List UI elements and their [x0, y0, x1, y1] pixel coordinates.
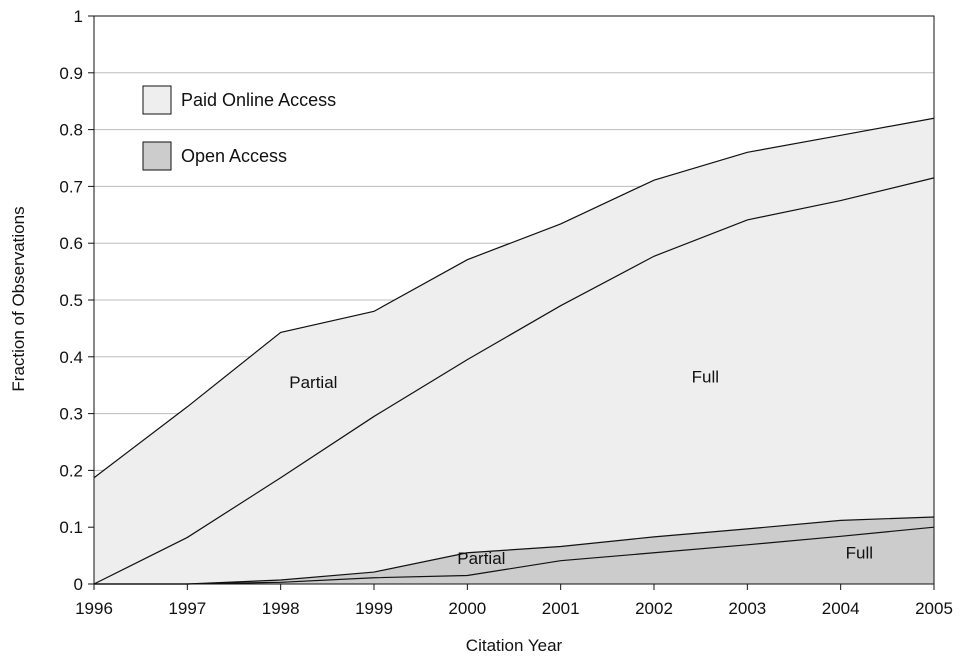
x-tick-label: 1997	[168, 599, 206, 618]
y-axis-title: Fraction of Observations	[9, 206, 28, 391]
legend-swatch-paid	[142, 85, 172, 115]
line-open-full	[94, 526, 935, 585]
legend: Paid Online Access Open Access	[142, 85, 336, 171]
x-tick-label: 1996	[75, 599, 113, 618]
x-axis-ticks: 1996 1997 1998 1999 2000 2001 2002 2003 2004 2005	[75, 584, 953, 618]
x-tick-label: 2000	[448, 599, 486, 618]
y-tick-label: 1	[74, 7, 83, 26]
y-tick-label: 0.8	[59, 121, 83, 140]
region-label: Full	[846, 543, 873, 562]
line-open-partial	[94, 516, 935, 585]
x-tick-label: 2003	[728, 599, 766, 618]
x-axis-title: Citation Year	[466, 636, 563, 655]
x-tick-label: 1999	[355, 599, 393, 618]
x-tick-label: 2004	[822, 599, 860, 618]
region-label: Partial	[289, 373, 337, 392]
line-paid-partial	[93, 117, 935, 479]
y-tick-label: 0.1	[59, 518, 83, 537]
x-tick-label: 2005	[915, 599, 953, 618]
region-labels: Partial Full Partial Full	[289, 367, 873, 568]
y-axis-ticks: 0 0.1 0.2 0.3 0.4 0.5 0.6 0.7 0.8 0.9 1	[59, 7, 94, 594]
x-tick-label: 2001	[542, 599, 580, 618]
plot-areas	[94, 118, 934, 585]
y-tick-label: 0	[74, 575, 83, 594]
y-tick-label: 0.4	[59, 348, 83, 367]
legend-label-paid: Paid Online Access	[181, 90, 336, 110]
y-tick-label: 0.7	[59, 177, 83, 196]
line-paid-full	[93, 177, 935, 585]
series-lines	[93, 117, 935, 585]
y-tick-label: 0.2	[59, 461, 83, 480]
y-tick-label: 0.3	[59, 405, 83, 424]
y-tick-label: 0.5	[59, 291, 83, 310]
area-paid-online-access	[94, 118, 934, 585]
y-tick-label: 0.9	[59, 64, 83, 83]
x-tick-label: 2002	[635, 599, 673, 618]
legend-swatch-open	[142, 141, 172, 171]
legend-label-open: Open Access	[181, 146, 287, 166]
y-tick-label: 0.6	[59, 234, 83, 253]
region-label: Partial	[457, 549, 505, 568]
region-label: Full	[692, 367, 719, 386]
x-tick-label: 1998	[262, 599, 300, 618]
area-open-access-full	[94, 527, 934, 584]
